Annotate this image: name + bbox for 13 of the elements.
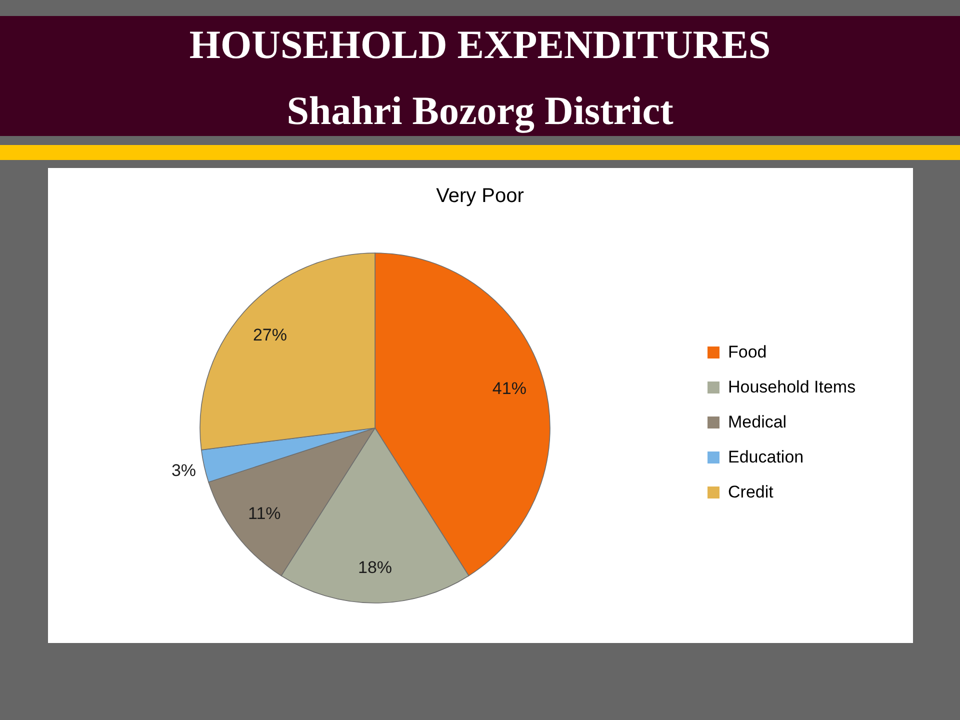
legend-label: Household Items bbox=[728, 378, 856, 396]
data-label: 3% bbox=[171, 460, 196, 480]
data-label: 11% bbox=[248, 504, 281, 523]
legend-label: Medical bbox=[728, 412, 787, 432]
chart-subtitle: Shahri Bozorg District bbox=[286, 88, 674, 133]
legend-label: Food bbox=[728, 342, 767, 362]
chart-title: HOUSEHOLD EXPENDITURES bbox=[189, 22, 771, 67]
data-label: 18% bbox=[358, 558, 392, 577]
legend-label: Credit bbox=[728, 482, 774, 502]
data-label: 41% bbox=[492, 378, 526, 398]
legend-label: Education bbox=[728, 448, 804, 466]
data-label: 27% bbox=[252, 325, 287, 344]
text: Very Poor bbox=[436, 185, 524, 207]
